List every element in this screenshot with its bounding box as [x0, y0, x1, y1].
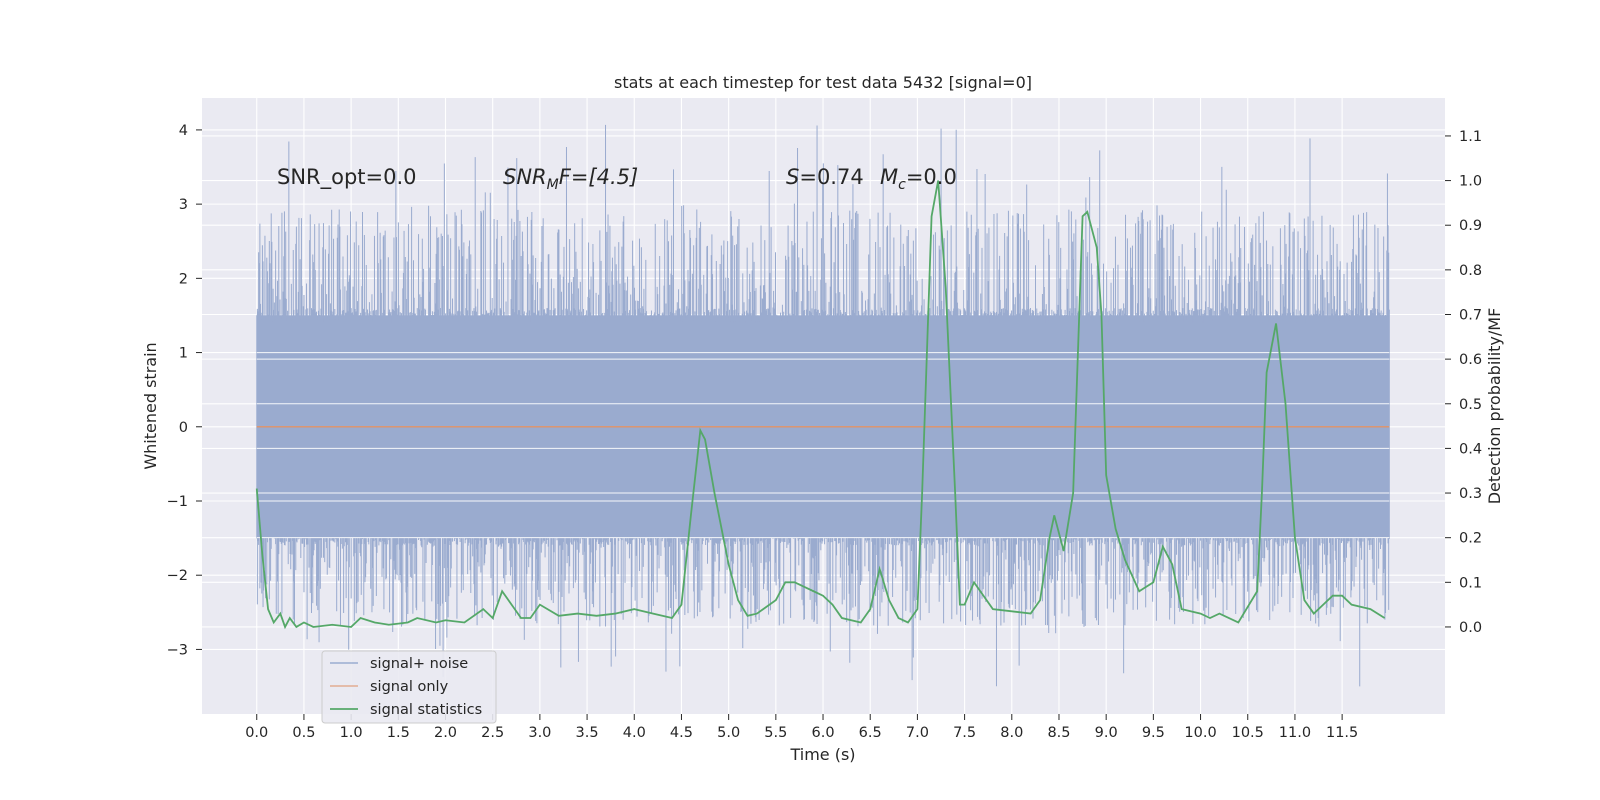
legend-label-signal-plus-noise: signal+ noise [370, 656, 468, 672]
annotation-snr-mf-main: SNR [503, 165, 547, 189]
x-tick-label: 1.0 [340, 725, 363, 741]
y-axis-right-ticks: 0.0 0.1 0.2 0.3 0.4 0.5 0.6 0.7 0.8 0.9 1.0 1.1 [1445, 129, 1482, 636]
x-tick-label: 11.0 [1279, 725, 1311, 741]
annotation-s-val: =0.74 [799, 165, 863, 189]
y-tick-label-right: 0.4 [1459, 441, 1482, 457]
annotation-snr-mf-rest: F=[4.5] [559, 165, 638, 189]
y-axis-left-ticks: −3 −2 −1 0 1 2 3 4 [167, 123, 202, 658]
x-tick-label: 9.5 [1142, 725, 1165, 741]
legend-label-signal-statistics: signal statistics [370, 702, 482, 718]
annotation-mc: Mc=0.0 [880, 165, 957, 193]
x-tick-label: 7.0 [906, 725, 929, 741]
y-tick-label-right: 0.6 [1459, 352, 1482, 368]
y-tick-label-left: −2 [167, 568, 188, 584]
x-tick-label: 6.5 [859, 725, 882, 741]
annotation-snr-mf: SNRMF=[4.5] [503, 165, 638, 193]
x-tick-label: 0.0 [245, 725, 268, 741]
x-tick-label: 10.5 [1232, 725, 1264, 741]
legend-label-signal-only: signal only [370, 679, 449, 695]
x-tick-label: 8.5 [1047, 725, 1070, 741]
y-tick-label-right: 1.1 [1459, 129, 1482, 145]
y-tick-label-left: 3 [179, 197, 188, 213]
chart-title: stats at each timestep for test data 543… [614, 73, 1032, 92]
y-tick-label-left: 4 [179, 123, 188, 139]
x-tick-label: 5.5 [764, 725, 787, 741]
x-tick-label: 1.5 [387, 725, 410, 741]
y-tick-label-right: 0.0 [1459, 620, 1482, 636]
y-tick-label-left: 1 [179, 346, 188, 362]
x-tick-label: 5.0 [717, 725, 740, 741]
y-tick-label-right: 0.3 [1459, 486, 1482, 502]
y-tick-label-right: 0.1 [1459, 575, 1482, 591]
x-tick-label: 7.5 [953, 725, 976, 741]
y-tick-label-left: −3 [167, 642, 188, 658]
x-axis-label: Time (s) [789, 745, 855, 764]
x-tick-label: 4.0 [623, 725, 646, 741]
y-tick-label-right: 0.5 [1459, 397, 1482, 413]
y-tick-label-right: 0.8 [1459, 263, 1482, 279]
x-tick-label: 6.0 [811, 725, 834, 741]
annotation-s: S=0.74 [786, 165, 864, 189]
x-tick-label: 3.0 [528, 725, 551, 741]
annotation-mc-var: M [880, 165, 898, 189]
y-tick-label-right: 1.0 [1459, 174, 1482, 190]
x-tick-label: 2.0 [434, 725, 457, 741]
series-signal-statistics [255, 180, 1386, 630]
y-tick-label-left: 2 [179, 271, 188, 287]
y-axis-left-label: Whitened strain [141, 342, 160, 469]
x-tick-label: 0.5 [292, 725, 315, 741]
y-tick-label-right: 0.7 [1459, 307, 1482, 323]
x-tick-label: 11.5 [1326, 725, 1358, 741]
x-tick-label: 3.5 [576, 725, 599, 741]
x-tick-label: 9.0 [1095, 725, 1118, 741]
x-axis-ticks: 0.0 0.5 1.0 1.5 2.0 2.5 3.0 3.5 4.0 4.5 5.0 5.5 6.0 6… [245, 714, 1358, 741]
x-tick-label: 2.5 [481, 725, 504, 741]
y-tick-label-left: −1 [167, 494, 188, 510]
x-tick-label: 4.5 [670, 725, 693, 741]
y-tick-label-right: 0.2 [1459, 531, 1482, 547]
annotation-mc-sub: c [898, 177, 906, 193]
annotation-s-var: S [786, 165, 799, 189]
annotation-snr-mf-sub: M [547, 177, 559, 193]
x-tick-label: 10.0 [1184, 725, 1216, 741]
x-tick-label: 8.0 [1000, 725, 1023, 741]
y-axis-right-label: Detection probability/MF [1485, 308, 1504, 505]
y-tick-label-left: 0 [179, 420, 188, 436]
annotation-snr-opt: SNR_opt=0.0 [277, 165, 417, 190]
legend: signal+ noise signal only signal statist… [321, 650, 497, 724]
legend-box [321, 650, 497, 724]
y-tick-label-right: 0.9 [1459, 218, 1482, 234]
annotation-mc-val: =0.0 [906, 165, 957, 189]
